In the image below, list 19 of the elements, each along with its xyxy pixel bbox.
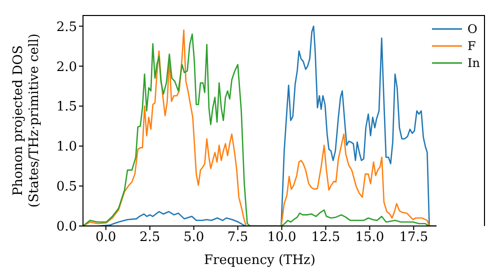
- x-tick-label: 12.5: [311, 230, 340, 246]
- x-tick-label: 17.5: [399, 230, 428, 246]
- x-tick-label: 0.0: [96, 230, 116, 246]
- y-tick-label: 1.0: [56, 140, 77, 155]
- legend-label: In: [468, 56, 480, 70]
- legend-label: F: [468, 38, 476, 52]
- x-tick-label: 5.0: [183, 230, 204, 246]
- y-tick-label: 2.0: [56, 60, 77, 75]
- y-axis-title: Phonon projected DOS (States/THz·primitive cell): [11, 33, 42, 208]
- y-tick-label: 0.0: [56, 220, 77, 235]
- y-tick-label: 2.5: [56, 20, 77, 35]
- x-tick-label: 15.0: [355, 230, 384, 246]
- y-tick-label: 1.5: [56, 100, 77, 115]
- x-axis-title: Frequency (THz): [204, 253, 316, 268]
- legend-label: O: [468, 22, 478, 36]
- y-tick-label: 0.5: [56, 180, 77, 195]
- x-tick-label: 7.5: [227, 230, 248, 246]
- x-tick-label: 10.0: [267, 230, 296, 246]
- x-tick-label: 2.5: [139, 230, 160, 246]
